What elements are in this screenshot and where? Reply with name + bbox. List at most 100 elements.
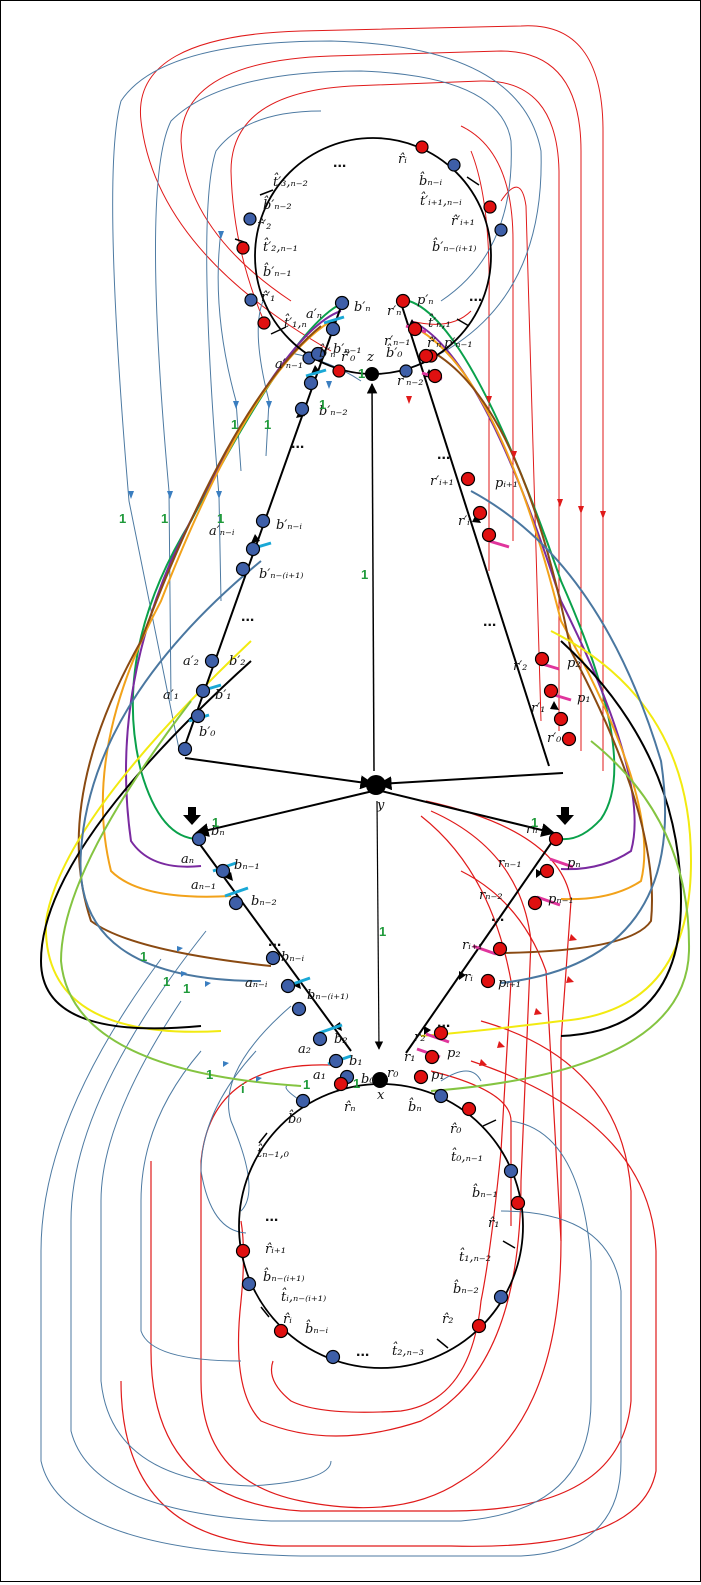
svg-text:...: ...: [291, 435, 304, 452]
svg-text:r̂′₁: r̂′₁: [261, 290, 275, 305]
yellow-path: [44, 630, 693, 1037]
svg-text:bₙ: bₙ: [211, 824, 225, 839]
svg-text:p′ₙ: p′ₙ: [417, 293, 434, 308]
svg-text:r̂ᵢ₊₁: r̂ᵢ₊₁: [265, 1242, 286, 1257]
svg-text:r̂₀: r̂₀: [450, 1122, 462, 1137]
colored-paths: [39, 300, 693, 1092]
svg-text:1: 1: [303, 1077, 310, 1092]
svg-text:b̂ₙ₋₁: b̂ₙ₋₁: [472, 1183, 498, 1201]
svg-text:1: 1: [217, 511, 224, 526]
svg-text:1: 1: [379, 924, 386, 939]
node-x: [372, 1072, 388, 1088]
svg-text:b̂′ₙ: b̂′ₙ: [319, 343, 336, 361]
svg-text:bₙ₋₁: bₙ₋₁: [234, 858, 260, 873]
loop-arrowheads: [128, 231, 606, 1082]
svg-text:1: 1: [361, 567, 368, 582]
svg-text:t̂′ᵢ₊₁,ₙ₋ᵢ: t̂′ᵢ₊₁,ₙ₋ᵢ: [420, 191, 462, 209]
svg-text:rₙ₋₁: rₙ₋₁: [498, 856, 522, 871]
svg-text:a′ₙ: a′ₙ: [306, 307, 322, 322]
svg-text:r′ₙ: r′ₙ: [387, 304, 401, 319]
svg-text:p′ₙ₋₁: p′ₙ₋₁: [444, 336, 473, 351]
svg-text:1: 1: [231, 417, 238, 432]
svg-text:b′₁: b′₁: [215, 688, 232, 703]
svg-text:a′ₙ₋ᵢ: a′ₙ₋ᵢ: [209, 524, 235, 539]
svg-text:1: 1: [163, 974, 170, 989]
svg-text:t̂′₂,ₙ₋₁: t̂′₂,ₙ₋₁: [263, 237, 298, 255]
svg-text:1: 1: [161, 511, 168, 526]
svg-text:...: ...: [437, 1014, 450, 1031]
svg-text:t̂₀,ₙ₋₁: t̂₀,ₙ₋₁: [451, 1147, 483, 1165]
svg-text:aₙ: aₙ: [181, 852, 194, 867]
svg-text:b̂ₙ₋ᵢ: b̂ₙ₋ᵢ: [419, 171, 442, 189]
down-arrow-left: [183, 807, 201, 825]
svg-text:r̂′ₙ: r̂′ₙ: [427, 336, 441, 351]
svg-text:bₙ₋ᵢ: bₙ₋ᵢ: [281, 950, 304, 965]
svg-text:r₂: r₂: [414, 1030, 425, 1045]
lightgreen-path: [59, 700, 691, 1092]
cycle-separators: [234, 176, 516, 1349]
svg-text:b̂ₙ₋ᵢ: b̂ₙ₋ᵢ: [305, 1319, 328, 1337]
svg-text:t̂′ₙ,₁: t̂′ₙ,₁: [428, 313, 451, 331]
label-y: y: [376, 798, 385, 813]
lower-left-labels: bₙ aₙ bₙ₋₁ aₙ₋₁ bₙ₋₂ bₙ₋ᵢ aₙ₋ᵢ bₙ₋₍ᵢ₊₁₎ …: [181, 824, 375, 1087]
svg-text:b̂′ₙ₋₁: b̂′ₙ₋₁: [263, 262, 292, 280]
svg-text:b₂: b₂: [334, 1032, 348, 1047]
svg-text:b̂ₙ: b̂ₙ: [408, 1097, 422, 1115]
svg-text:r′ₙ₋₂: r′ₙ₋₂: [397, 374, 424, 389]
svg-text:1: 1: [531, 815, 538, 830]
svg-text:bₙ₋₍ᵢ₊₁₎: bₙ₋₍ᵢ₊₁₎: [307, 988, 349, 1003]
svg-text:b′ₙ₋₍ᵢ₊₁₎: b′ₙ₋₍ᵢ₊₁₎: [259, 567, 303, 582]
svg-text:...: ...: [333, 154, 346, 171]
bottom-cycle-labels: r̂ₙ b̂ₙ r̂₀ t̂₀,ₙ₋₁ b̂ₙ₋₁ r̂₁ t̂₁,ₙ₋₂ b̂…: [257, 1097, 499, 1359]
svg-text:t̂₂,ₙ₋₃: t̂₂,ₙ₋₃: [392, 1341, 424, 1359]
svg-text:1: 1: [264, 417, 271, 432]
svg-text:...: ...: [491, 908, 504, 925]
svg-text:r′ₙ₋₁: r′ₙ₋₁: [384, 334, 411, 349]
svg-text:b′ₙ: b′ₙ: [354, 300, 371, 315]
svg-text:b̂ₙ₋₂: b̂ₙ₋₂: [453, 1279, 479, 1297]
top-red-curves: [139, 25, 604, 771]
svg-text:1: 1: [353, 1076, 360, 1091]
svg-text:b′ₙ₋₂: b′ₙ₋₂: [319, 404, 348, 419]
svg-text:r̂ᵢ: r̂ᵢ: [398, 152, 407, 167]
svg-text:...: ...: [483, 613, 496, 630]
svg-text:aₙ₋₁: aₙ₋₁: [191, 878, 216, 893]
svg-text:...: ...: [356, 1343, 369, 1360]
svg-text:r̂ₙ: r̂ₙ: [344, 1100, 355, 1115]
node-y: [366, 775, 386, 795]
svg-text:b₀: b₀: [361, 1072, 375, 1087]
svg-text:r̂ᵢ: r̂ᵢ: [283, 1312, 292, 1327]
spine-edges: [182, 300, 564, 1054]
bottom-cycle-nodes: [235, 1076, 526, 1365]
svg-text:1: 1: [140, 949, 147, 964]
upper-right-labels: r′ₙ p′ₙ r′ₙ₋₁ p′ₙ₋₁ r′ₙ₋₂ r′ᵢ₊₁ pᵢ₊₁ r′ᵢ…: [384, 293, 591, 746]
down-arrow-right: [556, 807, 574, 825]
svg-text:p₁: p₁: [577, 691, 591, 706]
svg-text:r₀: r₀: [387, 1066, 399, 1081]
svg-text:1: 1: [206, 1067, 213, 1082]
top-cycle-nodes: [236, 140, 508, 378]
svg-text:b′ₙ₋₁: b′ₙ₋₁: [333, 342, 362, 357]
svg-text:pₙ₋₁: pₙ₋₁: [548, 892, 574, 907]
svg-text:...: ...: [265, 1208, 278, 1225]
orange-path: [101, 320, 646, 901]
svg-text:t̂′₃,ₙ₋₂: t̂′₃,ₙ₋₂: [273, 172, 308, 190]
svg-text:p₂: p₂: [447, 1046, 461, 1061]
edge-weights: 1 1 1 1 1 1 1 1 1 1 1 1 1 1 1 1 1 i: [119, 366, 538, 1096]
svg-text:r₁: r₁: [404, 1050, 415, 1065]
upper-left-labels: a′ₙ b′ₙ a′ₙ₋₁ b′ₙ₋₁ b′ₙ₋₂ b′ₙ₋ᵢ a′ₙ₋ᵢ b′…: [163, 300, 371, 740]
svg-text:r̂₂: r̂₂: [442, 1312, 453, 1327]
svg-text:...: ...: [241, 608, 254, 625]
svg-text:r̂′₀: r̂′₀: [341, 350, 356, 365]
svg-text:t̂ᵢ,ₙ₋₍ᵢ₊₁₎: t̂ᵢ,ₙ₋₍ᵢ₊₁₎: [281, 1287, 326, 1305]
node-z: [365, 367, 379, 381]
svg-text:1: 1: [183, 981, 190, 996]
label-x: x: [377, 1088, 385, 1103]
svg-text:rᵢ₊₁: rᵢ₊₁: [462, 938, 483, 953]
svg-text:r′₀: r′₀: [547, 731, 562, 746]
svg-text:1: 1: [212, 815, 219, 830]
top-blue-curves: [112, 40, 542, 750]
svg-text:...: ...: [469, 288, 482, 305]
svg-text:r′₁: r′₁: [531, 701, 545, 716]
